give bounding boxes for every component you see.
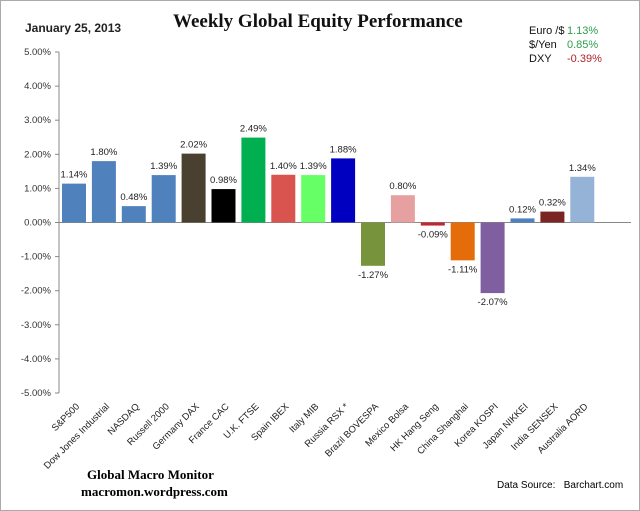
y-tick-label: -2.00% xyxy=(21,286,52,297)
data-label: 0.98% xyxy=(210,175,237,186)
bar xyxy=(510,218,535,223)
data-label: 0.80% xyxy=(389,181,416,192)
fx-value-yen: 0.85% xyxy=(567,39,599,51)
bar xyxy=(361,222,385,266)
y-tick-label: -1.00% xyxy=(21,252,52,263)
fx-label-yen: $/Yen xyxy=(529,39,557,51)
data-label: -2.07% xyxy=(478,297,509,308)
y-tick-label: -5.00% xyxy=(21,388,52,399)
data-label: 0.32% xyxy=(539,198,566,209)
data-label: 1.39% xyxy=(150,161,177,172)
bar xyxy=(390,195,415,223)
fx-label-euro: Euro /$ xyxy=(529,25,565,37)
fx-value-dxy: -0.39% xyxy=(567,53,602,65)
data-label: 1.39% xyxy=(300,161,327,172)
credit-line-1: Global Macro Monitor xyxy=(87,467,214,482)
data-label: 0.48% xyxy=(120,192,147,203)
bar xyxy=(420,222,445,226)
bar xyxy=(181,153,206,223)
bar xyxy=(450,222,475,261)
data-label: -1.27% xyxy=(358,270,389,281)
credit-line-2: macromon.wordpress.com xyxy=(81,484,228,499)
fx-label-dxy: DXY xyxy=(529,53,552,65)
fx-value-euro: 1.13% xyxy=(567,25,599,37)
y-tick-label: 1.00% xyxy=(24,183,51,194)
y-tick-label: 3.00% xyxy=(24,115,51,126)
bar xyxy=(570,176,595,223)
bar xyxy=(540,211,565,223)
data-label: -0.09% xyxy=(418,230,449,241)
source-label: Data Source: xyxy=(497,480,556,491)
data-label: 1.80% xyxy=(90,147,117,158)
bar xyxy=(151,175,176,223)
data-label: 0.12% xyxy=(509,204,536,215)
y-tick-label: 5.00% xyxy=(24,47,51,58)
bar xyxy=(91,161,116,223)
y-tick-label: 2.00% xyxy=(24,149,51,160)
bar xyxy=(271,174,296,223)
y-tick-label: 4.00% xyxy=(24,81,51,92)
bar xyxy=(331,158,356,223)
bar xyxy=(211,189,236,223)
bar xyxy=(241,137,266,223)
y-tick-label: 0.00% xyxy=(24,218,51,229)
y-tick-label: -4.00% xyxy=(21,354,52,365)
data-label: 2.02% xyxy=(180,140,207,151)
data-label: 1.34% xyxy=(569,163,596,174)
chart-date: January 25, 2013 xyxy=(25,21,122,35)
y-tick-label: -3.00% xyxy=(21,320,52,331)
data-label: 1.14% xyxy=(61,170,88,181)
data-label: 1.40% xyxy=(270,161,297,172)
bar xyxy=(62,183,86,223)
data-label: 1.88% xyxy=(330,144,357,155)
bar xyxy=(301,175,326,223)
x-tick-label: Brazil BOVESPA xyxy=(323,401,382,460)
data-label: -1.11% xyxy=(448,264,478,275)
chart-title: Weekly Global Equity Performance xyxy=(173,11,463,32)
source-value: Barchart.com xyxy=(563,480,624,491)
data-source: Data Source: Barchart.com xyxy=(497,480,623,491)
bar xyxy=(121,206,146,223)
bar xyxy=(480,222,505,294)
data-label: 2.49% xyxy=(240,124,267,135)
